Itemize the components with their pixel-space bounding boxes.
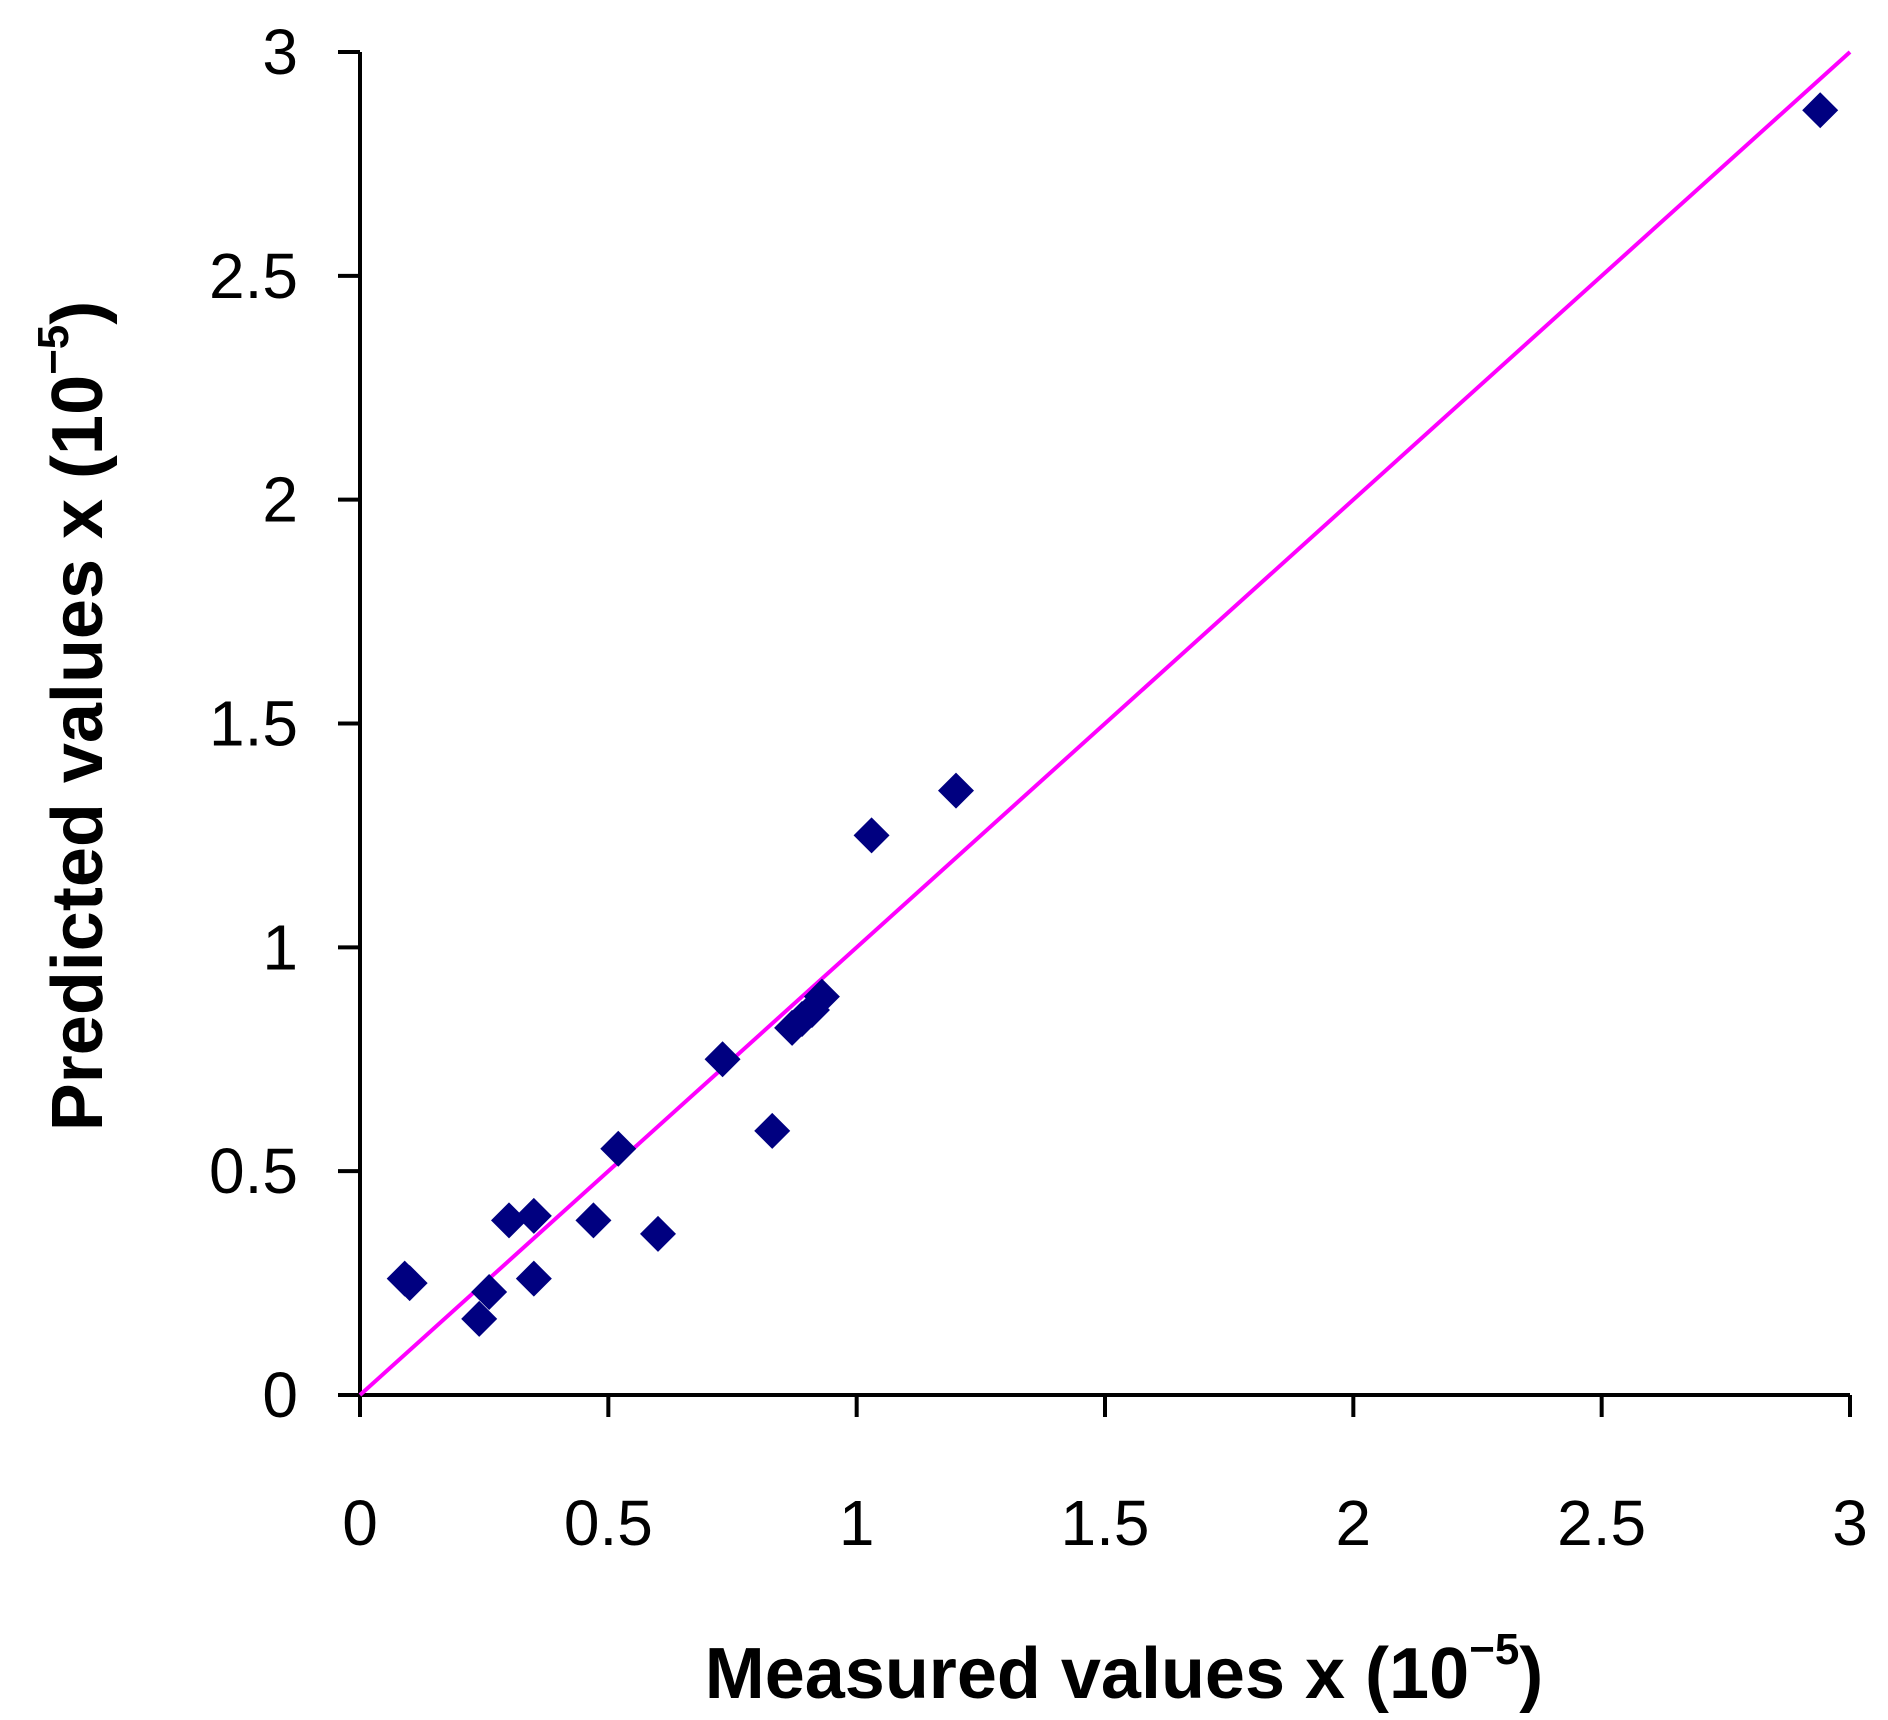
x-tick-label: 0 (342, 1487, 378, 1559)
x-tick-label: 2.5 (1557, 1487, 1646, 1559)
x-axis-title-exponent: −5 (1469, 1625, 1519, 1674)
y-axis-title: Predicted values x (10−5) (29, 301, 118, 1132)
data-point (640, 1215, 676, 1252)
line-of-equality (358, 50, 1852, 1397)
data-point (853, 817, 890, 854)
x-tick-label: 2 (1336, 1487, 1372, 1559)
x-axis-title-close: ) (1519, 1634, 1543, 1714)
y-ticks: 0 0.5 1 1.5 2 2.5 3 (209, 16, 360, 1431)
data-point (600, 1130, 637, 1167)
data-point (938, 772, 974, 809)
x-tick-label: 0.5 (564, 1487, 653, 1559)
y-axis-title-exponent: −5 (29, 325, 78, 375)
y-tick-label: 2 (262, 464, 298, 536)
x-axis-title: Measured values x (10−5) (705, 1625, 1544, 1714)
data-point (515, 1197, 552, 1234)
series-lines (358, 50, 1852, 1397)
data-point (803, 978, 840, 1015)
data-point (461, 1300, 498, 1337)
data-point (491, 1202, 527, 1239)
y-tick-label: 1 (262, 911, 298, 983)
series-points (386, 92, 1839, 1337)
data-point (754, 1112, 791, 1149)
y-tick-label: 3 (262, 16, 298, 88)
y-axis-title-close: ) (38, 301, 118, 325)
y-tick-label: 1.5 (209, 688, 298, 760)
y-tick-label: 0.5 (209, 1135, 298, 1207)
x-tick-label: 1 (839, 1487, 875, 1559)
x-tick-label: 3 (1832, 1487, 1868, 1559)
data-point (704, 1041, 741, 1078)
x-tick-label: 1.5 (1061, 1487, 1150, 1559)
data-point (1802, 92, 1839, 129)
x-ticks: 0 0.5 1 1.5 2 2.5 3 (342, 1395, 1868, 1559)
y-axis-title-text: Predicted values x (10 (38, 375, 118, 1131)
plot-area: 0 0.5 1 1.5 2 2.5 3 0 0.5 1 1.5 2 2.5 3 (209, 16, 1868, 1559)
y-tick-label: 0 (262, 1359, 298, 1431)
data-point (575, 1202, 612, 1239)
y-tick-label: 2.5 (209, 240, 298, 312)
x-axis-title-text: Measured values x (10 (705, 1634, 1469, 1714)
data-point (471, 1274, 508, 1311)
data-point (515, 1260, 552, 1297)
data-point (391, 1265, 428, 1302)
